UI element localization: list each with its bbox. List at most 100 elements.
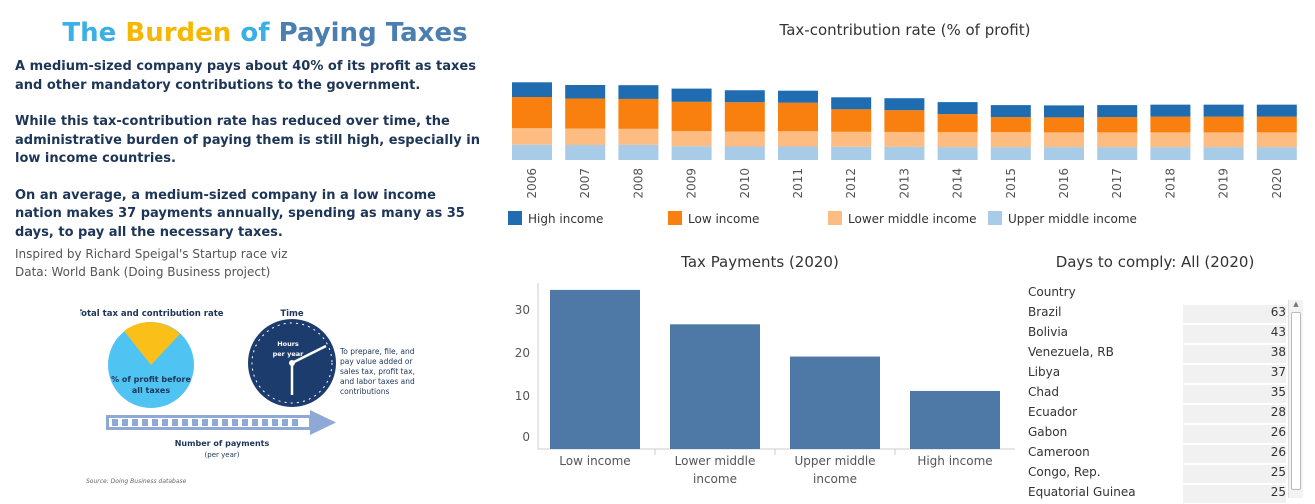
table-row[interactable]: Brazil 63 <box>1028 304 1286 324</box>
bar-lower-middle-income-2009[interactable] <box>671 131 712 147</box>
bar-upper-middle-income[interactable] <box>790 356 880 449</box>
title-word-5: Taxes <box>385 18 468 48</box>
legend-swatch-low-income[interactable] <box>668 211 682 225</box>
bar-low-income-2015[interactable] <box>990 117 1031 133</box>
legend-swatch-lower-middle-income[interactable] <box>828 211 842 225</box>
table-row[interactable]: Congo, Rep. 25 <box>1028 464 1286 484</box>
bar-upper-middle-income-2014[interactable] <box>937 147 978 160</box>
x-tick-label-2018: 2018 <box>1163 168 1177 199</box>
payments-arrow-icon <box>106 410 336 435</box>
bar-high-income-2013[interactable] <box>884 98 925 111</box>
bar-upper-middle-income-2007[interactable] <box>565 145 606 160</box>
bar-upper-middle-income-2010[interactable] <box>724 146 765 161</box>
bar-lower-middle-income-2020[interactable] <box>1256 132 1297 148</box>
table-scrollbar[interactable]: ▲ <box>1288 300 1303 498</box>
bar-low-income-2020[interactable] <box>1256 116 1297 133</box>
bar-upper-middle-income-2018[interactable] <box>1150 147 1191 160</box>
tax-rate-stacked-bar-chart: 2006 2007 2008 2009 2010 2011 2012 2013 2014 2015… <box>508 82 1297 226</box>
bar-high-income-2012[interactable] <box>831 97 872 110</box>
bar-upper-middle-income-2013[interactable] <box>884 146 925 160</box>
bar-high-income-2016[interactable] <box>1044 105 1084 118</box>
days-value: 63 <box>1270 305 1286 319</box>
bar-upper-middle-income-2009[interactable] <box>671 146 712 160</box>
bar-lower-middle-income-2012[interactable] <box>831 131 872 147</box>
legend-label-high-income[interactable]: High income <box>528 212 603 226</box>
bar-low-income-2016[interactable] <box>1044 117 1084 133</box>
bar-lower-middle-income-2010[interactable] <box>724 131 765 147</box>
bar-low-income[interactable] <box>550 289 640 449</box>
bar-low-income-2017[interactable] <box>1097 117 1138 133</box>
legend-label-low-income[interactable]: Low income <box>688 212 759 226</box>
table-row[interactable]: Equatorial Guinea 25 <box>1028 484 1286 504</box>
table-header-country: Country <box>1028 285 1076 299</box>
bar-lower-middle-income-2019[interactable] <box>1203 132 1244 148</box>
legend-label-upper-middle-income[interactable]: Upper middle income <box>1008 212 1137 226</box>
bar-low-income-2012[interactable] <box>831 109 872 132</box>
bar-high-income-2010[interactable] <box>724 90 765 103</box>
bar-lower-middle-income-2011[interactable] <box>778 131 818 147</box>
legend-swatch-upper-middle-income[interactable] <box>988 211 1002 225</box>
bar-upper-middle-income-2012[interactable] <box>831 146 872 160</box>
payments-label-line-1: Number of payments <box>175 439 270 448</box>
bar-upper-middle-income-2011[interactable] <box>778 146 818 161</box>
bar-lower-middle-income-2006[interactable] <box>512 128 552 145</box>
x-tick-label-2009: 2009 <box>685 168 699 199</box>
x-tick-label-2015: 2015 <box>1004 168 1018 199</box>
bar-high-income-2018[interactable] <box>1150 104 1191 117</box>
bar-high-income-2017[interactable] <box>1097 105 1138 118</box>
scroll-up-arrow-icon[interactable]: ▲ <box>1293 300 1299 308</box>
table-row[interactable]: Gabon 26 <box>1028 424 1286 444</box>
table-row[interactable]: Libya 37 <box>1028 364 1286 384</box>
bar-low-income-2009[interactable] <box>671 101 712 132</box>
bar-high-income-2007[interactable] <box>565 85 606 99</box>
bar-high-income[interactable] <box>910 390 1000 449</box>
bar-high-income-2009[interactable] <box>671 88 712 102</box>
legend-swatch-high-income[interactable] <box>508 211 522 225</box>
bar-low-income-2019[interactable] <box>1203 116 1244 133</box>
bar-upper-middle-income-2016[interactable] <box>1044 147 1084 160</box>
bar-lower-middle-income-2017[interactable] <box>1097 132 1138 148</box>
bar-lower-middle-income-2013[interactable] <box>884 131 925 147</box>
intro-text: A medium-sized company pays about 40% of… <box>15 58 485 260</box>
table-row[interactable]: Bolivia 43 <box>1028 324 1286 344</box>
bar-upper-middle-income-2008[interactable] <box>618 144 659 160</box>
bar-upper-middle-income-2019[interactable] <box>1203 147 1244 160</box>
bar-low-income-2008[interactable] <box>618 98 659 129</box>
bar-lower-middle-income[interactable] <box>670 324 760 449</box>
bar-lower-middle-income-2008[interactable] <box>618 128 659 145</box>
x-tick-label-2019: 2019 <box>1217 168 1231 199</box>
table-row[interactable]: Cameroon 26 <box>1028 444 1286 464</box>
bar-high-income-2014[interactable] <box>937 102 978 115</box>
bar-low-income-2007[interactable] <box>565 98 606 129</box>
table-row[interactable]: Chad 35 <box>1028 384 1286 404</box>
table-row[interactable]: Ecuador 28 <box>1028 404 1286 424</box>
bar-lower-middle-income-2015[interactable] <box>990 132 1031 148</box>
bar-high-income-2019[interactable] <box>1203 104 1244 117</box>
bar-lower-middle-income-2007[interactable] <box>565 128 606 146</box>
bar-lower-middle-income-2018[interactable] <box>1150 132 1191 148</box>
bar-upper-middle-income-2015[interactable] <box>990 147 1031 160</box>
table-row[interactable]: Venezuela, RB 38 <box>1028 344 1286 364</box>
bar-low-income-2018[interactable] <box>1150 116 1191 133</box>
bar-high-income-2015[interactable] <box>990 105 1031 118</box>
bar-upper-middle-income-2020[interactable] <box>1256 147 1297 160</box>
days-value: 35 <box>1270 385 1286 399</box>
bar-lower-middle-income-2016[interactable] <box>1044 132 1084 148</box>
bar-lower-middle-income-2014[interactable] <box>937 132 978 148</box>
legend-label-lower-middle-income[interactable]: Lower middle income <box>848 212 977 226</box>
bar-high-income-2006[interactable] <box>512 82 552 97</box>
bar-upper-middle-income-2017[interactable] <box>1097 147 1138 160</box>
bar-low-income-2011[interactable] <box>778 102 818 132</box>
scroll-thumb[interactable] <box>1291 312 1301 490</box>
payments-label-line-2: (per year) <box>205 451 240 459</box>
time-desc-line-5: contributions <box>340 387 389 396</box>
bar-high-income-2020[interactable] <box>1256 104 1297 117</box>
bar-low-income-2014[interactable] <box>937 114 978 133</box>
bar-high-income-2008[interactable] <box>618 85 659 99</box>
x-tick-label-0: Low income <box>559 454 630 468</box>
bar-low-income-2006[interactable] <box>512 97 552 129</box>
bar-low-income-2010[interactable] <box>724 102 765 132</box>
bar-upper-middle-income-2006[interactable] <box>512 144 552 160</box>
bar-low-income-2013[interactable] <box>884 110 925 132</box>
bar-high-income-2011[interactable] <box>778 90 818 103</box>
